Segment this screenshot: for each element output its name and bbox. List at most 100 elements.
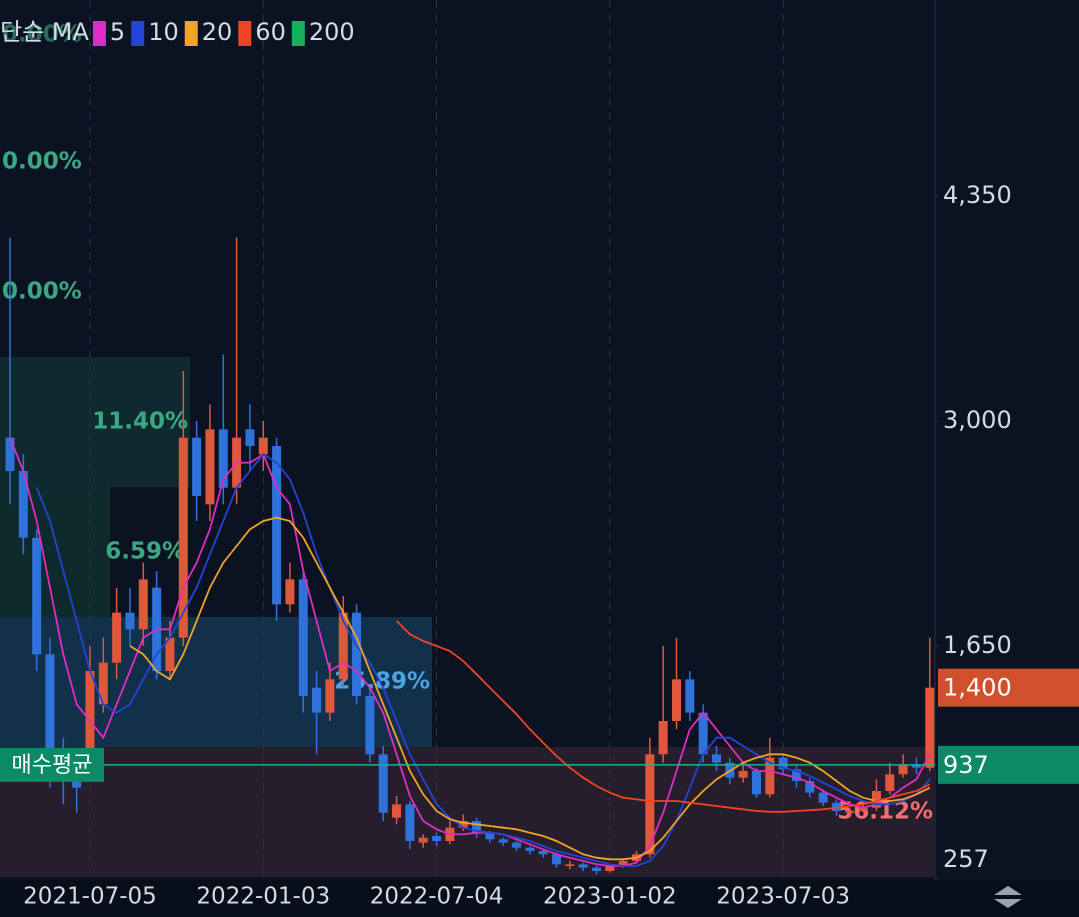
candle-body bbox=[751, 771, 761, 795]
candle-body bbox=[685, 679, 695, 713]
candle-body bbox=[298, 579, 308, 696]
candle-body bbox=[578, 864, 588, 868]
candle-body bbox=[258, 437, 268, 455]
candle-body bbox=[218, 429, 228, 488]
candle-body bbox=[192, 437, 202, 496]
candle-body bbox=[485, 832, 495, 840]
x-tick-label: 2022-01-03 bbox=[196, 884, 330, 910]
candle-body bbox=[432, 836, 442, 841]
legend-label: 20 bbox=[202, 18, 233, 46]
candle-body bbox=[618, 861, 628, 866]
avg-label-box bbox=[0, 747, 104, 782]
zone-label: 0.00% bbox=[2, 279, 82, 305]
candle-body bbox=[405, 804, 415, 841]
candle-body bbox=[925, 687, 935, 768]
candle-body bbox=[898, 764, 908, 775]
candle-body bbox=[778, 757, 788, 770]
ma-line bbox=[395, 620, 931, 813]
candle-body bbox=[32, 537, 42, 655]
zone bbox=[0, 487, 110, 617]
candle-body bbox=[112, 612, 122, 663]
candle-body bbox=[18, 471, 28, 538]
candle-body bbox=[365, 696, 375, 755]
candle-body bbox=[472, 821, 482, 833]
candle-body bbox=[698, 712, 708, 755]
legend-label: 10 bbox=[148, 18, 179, 46]
candle-body bbox=[205, 429, 215, 505]
candle-body bbox=[285, 579, 295, 605]
x-axis-band bbox=[0, 880, 1079, 917]
ma-line bbox=[35, 453, 931, 867]
y-tick-label: 1,650 bbox=[943, 631, 1012, 659]
last-price-label: 1,400 bbox=[943, 674, 1012, 702]
candle-body bbox=[512, 842, 522, 848]
candle-body bbox=[858, 807, 868, 811]
candle-body bbox=[871, 791, 881, 808]
candle-body bbox=[645, 754, 655, 855]
candle-body bbox=[178, 437, 188, 638]
candle-body bbox=[911, 764, 921, 768]
candle-body bbox=[498, 839, 508, 843]
candle-body bbox=[418, 837, 428, 843]
legend-title: 단순 MA bbox=[0, 18, 89, 46]
last-price-box bbox=[938, 668, 1079, 707]
scroll-icon[interactable] bbox=[994, 886, 1022, 908]
candle-body bbox=[845, 811, 855, 813]
legend-swatch bbox=[92, 21, 106, 46]
candle-body bbox=[98, 662, 108, 705]
candle-body bbox=[565, 864, 575, 866]
candle-body bbox=[885, 774, 895, 791]
candle-body bbox=[352, 612, 362, 696]
candle-body bbox=[325, 679, 335, 713]
candle-body bbox=[791, 769, 801, 781]
candle-body bbox=[45, 654, 55, 771]
legend-swatch bbox=[291, 21, 305, 46]
candle-body bbox=[378, 754, 388, 813]
candle-body bbox=[338, 612, 348, 680]
y-tick-label: 257 bbox=[943, 845, 989, 873]
candle-body bbox=[245, 429, 255, 446]
y-tick-label: 3,000 bbox=[943, 406, 1012, 434]
avg-price-label: 937 bbox=[943, 751, 989, 779]
legend-swatch bbox=[238, 21, 252, 46]
legend-label: 5 bbox=[110, 18, 125, 46]
candle-body bbox=[605, 866, 615, 871]
candle-body bbox=[818, 792, 828, 803]
candle-body bbox=[658, 721, 668, 755]
candle-body bbox=[138, 579, 148, 630]
candle-body bbox=[538, 851, 548, 855]
zone-label: 11.40% bbox=[92, 409, 188, 435]
legend-swatch bbox=[184, 21, 198, 46]
x-tick-label: 2021-07-05 bbox=[23, 884, 157, 910]
candle-body bbox=[552, 854, 562, 865]
zone-label: 25.89% bbox=[334, 669, 430, 695]
zone-label: 0.00% bbox=[2, 22, 82, 48]
x-tick-label: 2022-07-04 bbox=[370, 884, 504, 910]
ma-line bbox=[129, 516, 931, 861]
candle-body bbox=[525, 847, 535, 851]
candle-body bbox=[392, 804, 402, 818]
legend-label: 200 bbox=[309, 18, 355, 46]
zone-label: 6.59% bbox=[105, 539, 185, 565]
candle-body bbox=[805, 781, 815, 793]
ma-line bbox=[9, 437, 931, 867]
legend-label: 60 bbox=[255, 18, 286, 46]
avg-price-box bbox=[938, 745, 1079, 784]
candle-body bbox=[458, 821, 468, 828]
avg-label: 매수평균 bbox=[12, 753, 93, 778]
candle-body bbox=[125, 612, 135, 630]
zone-label: 0.00% bbox=[2, 149, 82, 175]
legend-swatch bbox=[131, 21, 145, 46]
candle-body bbox=[672, 679, 681, 721]
candle-body bbox=[312, 687, 322, 713]
x-tick-label: 2023-01-02 bbox=[543, 884, 677, 910]
candle-body bbox=[738, 771, 748, 778]
candle-body bbox=[592, 867, 602, 871]
zone bbox=[0, 357, 190, 487]
candle-body bbox=[711, 754, 721, 763]
candle-body bbox=[5, 437, 15, 471]
candle-body bbox=[165, 637, 175, 671]
candle-body bbox=[765, 757, 775, 795]
x-tick-label: 2023-07-03 bbox=[716, 884, 850, 910]
